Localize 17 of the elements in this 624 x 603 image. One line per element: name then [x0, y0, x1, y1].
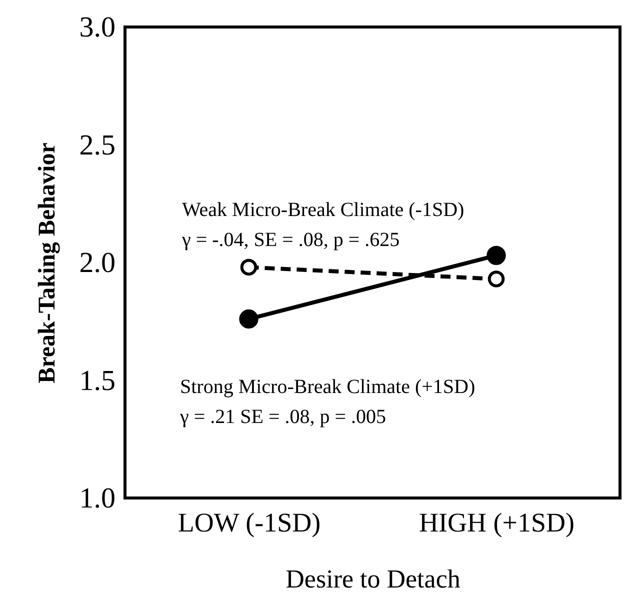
- y-tick-label: 1.0: [79, 482, 116, 514]
- point: [488, 270, 505, 288]
- y-tick-label: 1.5: [79, 364, 116, 397]
- x-tick-label: LOW (-1SD): [178, 508, 321, 538]
- x-tick-label: HIGH (+1SD): [419, 508, 574, 538]
- y-tick-label: 3.0: [79, 12, 116, 44]
- y-axis-title: Break-Taking Behavior: [34, 142, 60, 384]
- annotation: Strong Micro-Break Climate (+1SD): [180, 376, 476, 398]
- x-axis-title: Desire to Detach: [286, 564, 460, 594]
- point: [240, 258, 258, 276]
- annotation: γ = -.04, SE = .08, p = .625: [181, 229, 400, 251]
- y-tick-label: 2.5: [79, 129, 116, 162]
- point: [486, 246, 506, 265]
- y-tick-label: 2.0: [79, 247, 116, 279]
- annotation: Weak Micro-Break Climate (-1SD): [182, 199, 464, 221]
- point: [239, 309, 258, 329]
- annotation: γ = .21 SE = .08, p = .005: [179, 406, 386, 428]
